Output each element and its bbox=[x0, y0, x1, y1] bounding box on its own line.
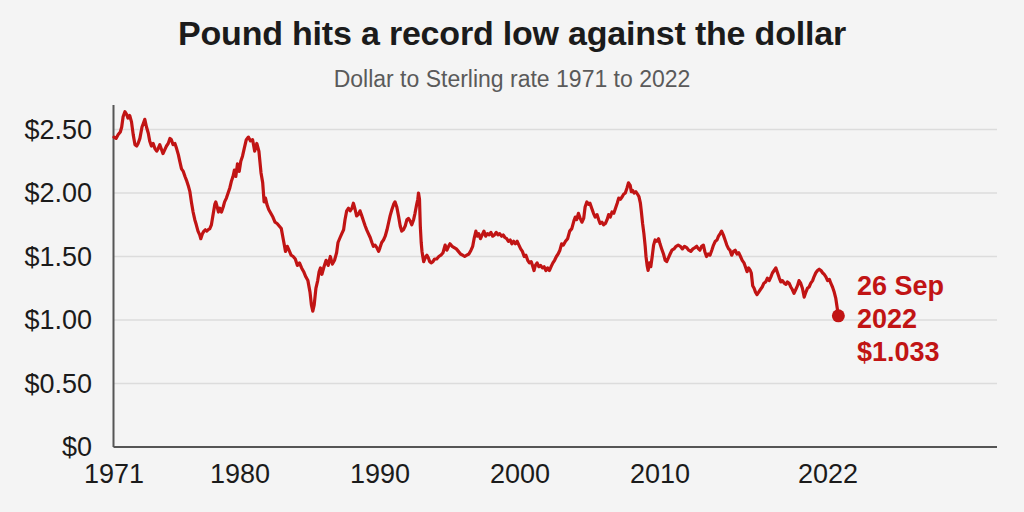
annotation-line-year: 2022 bbox=[857, 303, 944, 336]
x-tick-label: 1990 bbox=[350, 460, 410, 488]
y-tick-label: $2.00 bbox=[0, 179, 92, 207]
y-tick-label: $1.50 bbox=[0, 243, 92, 271]
rate-line bbox=[114, 112, 838, 316]
x-tick-label: 1980 bbox=[210, 460, 270, 488]
end-point-dot bbox=[832, 309, 845, 322]
x-tick-label: 2000 bbox=[490, 460, 550, 488]
chart-canvas: Pound hits a record low against the doll… bbox=[0, 0, 1024, 512]
y-tick-label: $0.50 bbox=[0, 370, 92, 398]
annotation-line-value: $1.033 bbox=[857, 336, 944, 369]
y-tick-label: $0 bbox=[0, 433, 92, 461]
x-tick-label: 2010 bbox=[630, 460, 690, 488]
line-chart bbox=[0, 0, 1024, 512]
y-tick-label: $1.00 bbox=[0, 306, 92, 334]
y-tick-label: $2.50 bbox=[0, 116, 92, 144]
x-tick-label: 2022 bbox=[798, 460, 858, 488]
x-tick-label: 1971 bbox=[84, 460, 144, 488]
record-low-annotation: 26 Sep 2022 $1.033 bbox=[857, 270, 944, 369]
annotation-line-date: 26 Sep bbox=[857, 270, 944, 303]
